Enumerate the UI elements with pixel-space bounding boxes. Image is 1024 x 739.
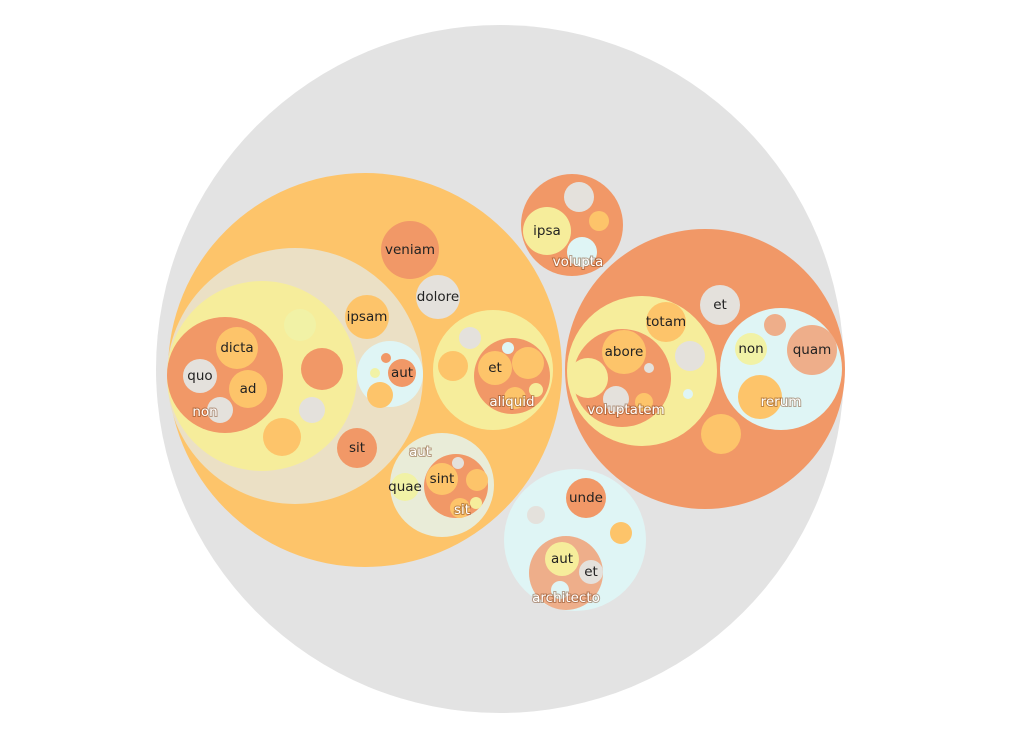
leaf-node-circle (183, 359, 217, 393)
leaf-node-circle (644, 363, 654, 373)
leaf-node-circle (229, 370, 267, 408)
leaf-node-label: sint (430, 471, 455, 487)
leaf-node-label: dolore (417, 289, 459, 305)
group-node-label: aliquid (489, 394, 534, 410)
leaf-node-circle (579, 560, 603, 584)
leaf-node-circle (301, 348, 343, 390)
leaf-node-label: et (488, 360, 502, 376)
leaf-node-label: abore (605, 344, 644, 360)
leaf-node-circle (764, 314, 786, 336)
leaf-node-label: sit (349, 440, 365, 456)
leaf-node-circle (683, 389, 693, 399)
leaf-node-label: dicta (220, 340, 253, 356)
leaf-node-label: ipsam (347, 309, 388, 325)
leaf-node-circle (646, 302, 686, 342)
leaf-node-circle (284, 309, 316, 341)
leaf-node-circle (512, 347, 544, 379)
leaf-node-circle (438, 351, 468, 381)
leaf-node-label: ad (240, 381, 257, 397)
leaf-node-circle (566, 478, 606, 518)
leaf-node-circle (299, 397, 325, 423)
leaf-node-circle (529, 383, 543, 397)
leaf-node-circle (567, 237, 597, 267)
leaf-node-circle (523, 207, 571, 255)
leaf-node-circle (370, 368, 380, 378)
group-node-label: non (192, 404, 217, 420)
leaf-node-circle (466, 469, 488, 491)
leaf-node-label: totam (646, 314, 686, 330)
leaf-node-label: ipsa (533, 223, 561, 239)
leaf-node-label: et (713, 297, 727, 313)
group-node-label: volupta (553, 254, 604, 270)
group-node-label: voluptatem (587, 402, 664, 418)
leaf-node-circle (207, 397, 233, 423)
leaf-node-circle (381, 353, 391, 363)
leaf-node-circle (450, 498, 470, 518)
leaf-node-circle (381, 221, 439, 279)
leaf-node-circle (416, 275, 460, 319)
leaf-node-circle (527, 506, 545, 524)
leaf-node-circle (426, 463, 458, 495)
leaf-node-circle (564, 182, 594, 212)
leaf-node-circle (675, 341, 705, 371)
leaf-node-label: veniam (385, 242, 435, 258)
group-node-label: aut (409, 444, 431, 460)
leaf-node-circle (263, 418, 301, 456)
leaf-node-circle (452, 457, 464, 469)
leaf-node-circle (787, 325, 837, 375)
group-node-label: sit (454, 502, 470, 518)
leaf-node-circle (388, 359, 416, 387)
leaf-node-circle (337, 428, 377, 468)
leaf-node-circle (216, 327, 258, 369)
leaf-node-circle (700, 285, 740, 325)
leaf-node-label: quam (793, 342, 832, 358)
leaf-node-label: unde (569, 490, 603, 506)
leaf-node-circle (735, 333, 767, 365)
labels-layer: non dicta quo ad ipsam aut sit veniam dolore aliq… (187, 223, 832, 607)
leaf-node-circle (345, 295, 389, 339)
leaf-node-label: aut (391, 365, 413, 381)
leaf-node-circle (568, 358, 608, 398)
group-node-label: rerum (761, 394, 802, 410)
leaf-node-label: quae (388, 479, 422, 495)
group-node-label: architecto (532, 590, 600, 606)
leaf-node-label: non (738, 341, 763, 357)
leaf-node-circle (545, 542, 579, 576)
leaf-node-circle (470, 497, 482, 509)
leaf-node-circle (502, 342, 514, 354)
leaf-node-circle (504, 387, 526, 409)
leaf-node-circle (459, 327, 481, 349)
leaf-node-circle (589, 211, 609, 231)
leaf-node-circle (610, 522, 632, 544)
circles-layer (156, 25, 845, 713)
leaf-node-circle (551, 581, 569, 599)
leaf-node-circle (391, 473, 419, 501)
leaf-node-circle (738, 375, 782, 419)
leaf-node-circle (602, 330, 646, 374)
leaf-node-label: aut (551, 551, 573, 567)
leaf-node-label: et (584, 564, 598, 580)
leaf-node-circle (478, 351, 512, 385)
leaf-node-circle (367, 382, 393, 408)
leaf-node-label: quo (187, 368, 212, 384)
leaf-node-circle (701, 414, 741, 454)
leaf-node-circle (635, 393, 653, 411)
leaf-node-circle (603, 386, 629, 412)
